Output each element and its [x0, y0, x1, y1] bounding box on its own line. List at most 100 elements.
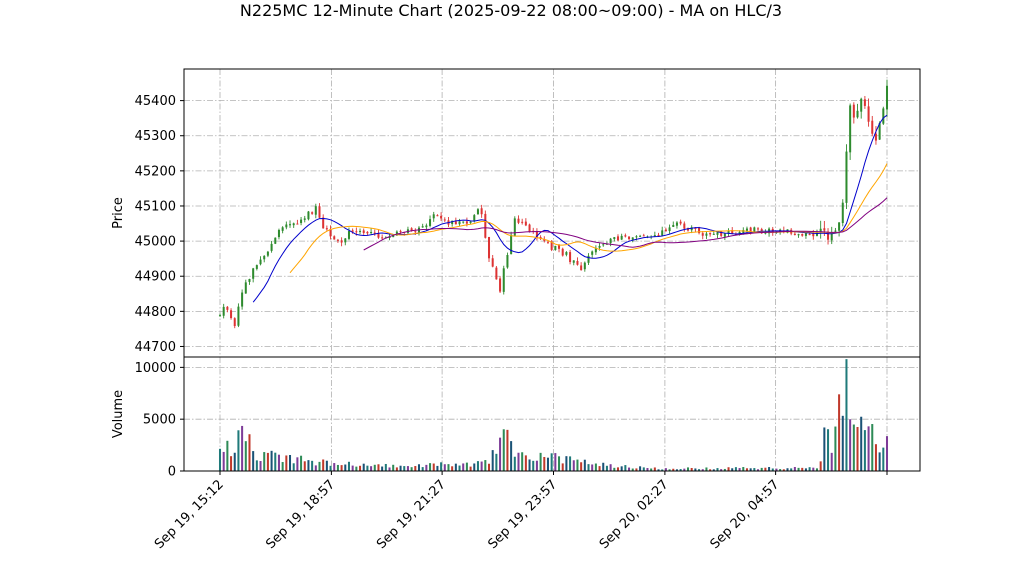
volume-bar-64 — [454, 463, 457, 471]
volume-bar-138 — [727, 467, 730, 471]
candle-body-75 — [495, 267, 498, 280]
candle-body-178 — [874, 133, 877, 141]
volume-bar-163 — [819, 461, 822, 471]
candle-body-125 — [679, 221, 682, 224]
volume-bar-20 — [292, 463, 295, 471]
candle-body-89 — [546, 241, 549, 243]
candle-body-108 — [616, 236, 620, 241]
volume-bar-58 — [432, 463, 435, 471]
volume-bar-173 — [856, 427, 859, 471]
candle-body-63 — [451, 220, 454, 225]
volume-bar-152 — [779, 469, 782, 471]
moving-averages — [252, 114, 888, 303]
volume-bar-73 — [487, 463, 491, 471]
volume-bar-86 — [535, 460, 538, 471]
candle-body-111 — [628, 236, 631, 240]
candle-body-126 — [683, 223, 686, 229]
candle-body-68 — [469, 221, 472, 223]
volume-bar-100 — [587, 464, 590, 471]
volume-bar-135 — [716, 468, 719, 471]
volume-bar-98 — [580, 462, 583, 471]
candle-body-119 — [657, 234, 660, 237]
candle-body-82 — [521, 221, 524, 223]
volume-bar-180 — [882, 447, 885, 471]
volume-bar-25 — [311, 460, 314, 471]
candle-body-171 — [849, 105, 852, 153]
volume-bar-168 — [838, 394, 841, 471]
candle-body-99 — [583, 262, 586, 270]
candle-body-46 — [388, 236, 391, 239]
volume-bar-140 — [734, 467, 737, 471]
volume-bar-40 — [366, 465, 369, 471]
candle-body-73 — [487, 237, 491, 259]
volume-bar-102 — [594, 463, 597, 471]
plot-frames — [183, 68, 921, 472]
candle-body-112 — [631, 237, 634, 240]
volume-bar-119 — [657, 469, 660, 471]
candle-body-53 — [414, 231, 417, 233]
price-tick-label-2: 44900 — [135, 270, 176, 285]
volume-bar-169 — [841, 415, 844, 471]
candle-body-137 — [723, 233, 726, 237]
volume-bar-94 — [565, 456, 568, 471]
volume-bar-63 — [451, 466, 454, 471]
candle-body-8 — [248, 279, 251, 282]
volume-bar-77 — [502, 429, 505, 471]
volume-bar-87 — [539, 452, 542, 471]
volume-bar-32 — [336, 464, 339, 471]
candle-body-84 — [528, 224, 531, 232]
candle-body-141 — [738, 231, 741, 235]
candle-body-179 — [878, 123, 881, 140]
volume-bar-158 — [801, 467, 804, 471]
candle-body-48 — [395, 231, 398, 236]
volume-bar-52 — [410, 467, 413, 471]
candle-body-34 — [344, 238, 347, 243]
x-tick-label-4: Sep 20, 02:27 — [597, 477, 672, 552]
candle-body-169 — [841, 202, 844, 224]
volume-bar-3 — [230, 456, 233, 471]
volume-bar-143 — [745, 468, 748, 471]
candle-body-127 — [686, 228, 690, 231]
candle-body-58 — [432, 214, 435, 219]
volume-bar-51 — [406, 466, 409, 471]
volume-bar-114 — [639, 466, 642, 471]
candle-body-4 — [233, 318, 236, 327]
volume-bar-129 — [694, 468, 697, 471]
volume-bar-165 — [827, 429, 830, 471]
volume-bar-160 — [808, 467, 811, 471]
candle-body-123 — [672, 224, 675, 227]
candle-body-60 — [440, 215, 443, 219]
volume-bar-88 — [543, 456, 546, 471]
ma-line-40 — [363, 197, 888, 251]
candle-body-18 — [285, 224, 288, 228]
candle-body-69 — [473, 215, 476, 221]
candle-body-129 — [694, 228, 697, 230]
volume-bar-156 — [793, 466, 796, 471]
volume-bar-120 — [661, 469, 664, 471]
volume-bar-116 — [646, 468, 649, 471]
volume-bar-30 — [329, 465, 332, 471]
volume-bar-108 — [616, 467, 620, 471]
volume-bar-106 — [609, 464, 612, 471]
candle-body-95 — [569, 252, 572, 263]
volume-bar-9 — [252, 451, 255, 471]
candle-body-102 — [594, 247, 597, 253]
volume-bar-27 — [318, 461, 321, 471]
candle-body-144 — [749, 227, 752, 232]
volume-bar-76 — [499, 437, 502, 471]
volume-bar-70 — [476, 461, 479, 471]
candle-body-103 — [598, 245, 601, 248]
volume-bar-121 — [664, 468, 667, 471]
volume-bar-60 — [440, 462, 443, 471]
price-tick-label-4: 45100 — [135, 199, 176, 214]
candle-body-24 — [307, 211, 310, 220]
volume-bar-142 — [742, 467, 745, 471]
volume-bar-68 — [469, 466, 472, 471]
volume-bar-38 — [359, 465, 362, 471]
candle-body-98 — [580, 265, 583, 271]
candle-body-124 — [675, 222, 678, 226]
volume-bar-39 — [362, 463, 365, 471]
volume-bar-122 — [668, 469, 671, 471]
candle-body-80 — [513, 218, 516, 236]
candle-body-166 — [830, 232, 833, 241]
